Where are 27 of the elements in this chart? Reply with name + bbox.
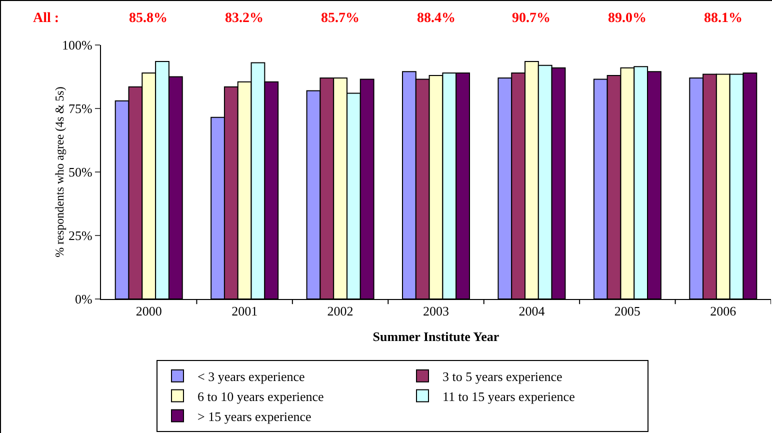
y-axis-title: % respondents who agree (4s & 5s) [52, 86, 67, 258]
x-tick-label: 2005 [614, 304, 640, 319]
text: 85.8% [129, 11, 168, 26]
legend-label: 11 to 15 years experience [442, 388, 576, 404]
text: 88.1% [704, 11, 742, 26]
y-tick-label: 25% [68, 228, 93, 244]
x-tick-label: 2001 [232, 304, 258, 319]
legend-label: < 3 years experience [198, 368, 306, 384]
y-tick-label: 0% [75, 292, 93, 307]
legend-label: 6 to 10 years experience [198, 388, 324, 404]
text: 85.7% [321, 11, 360, 26]
x-axis-title: Summer Institute Year [372, 329, 500, 344]
text: 83.2% [225, 11, 264, 26]
text: 89.0% [608, 11, 646, 26]
text: 88.4% [417, 11, 456, 26]
y-tick-label: 100% [62, 38, 93, 53]
x-tick-label: 2002 [327, 304, 354, 319]
x-tick-label: 2003 [423, 304, 449, 319]
y-tick-label: 50% [68, 164, 93, 180]
x-tick-label: 2000 [136, 304, 162, 319]
legend-label: > 15 years experience [198, 408, 312, 424]
legend-label: 3 to 5 years experience [442, 368, 563, 384]
text: 90.7% [512, 11, 550, 26]
x-tick-label: 2006 [710, 304, 737, 319]
y-tick-label: 75% [68, 101, 93, 116]
x-tick-label: 2004 [518, 304, 546, 319]
text: All : [33, 11, 60, 26]
